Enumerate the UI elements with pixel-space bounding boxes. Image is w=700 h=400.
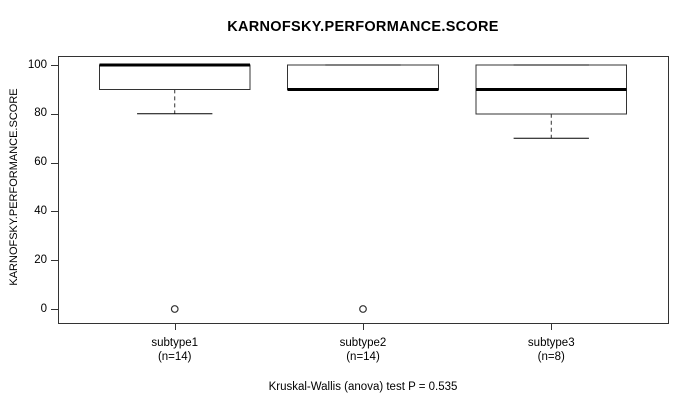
- outlier-point: [359, 305, 367, 313]
- x-group-label: subtype2 (n=14): [293, 336, 433, 364]
- iqr-box: [287, 64, 439, 90]
- group-name: subtype3: [527, 337, 575, 349]
- x-group-label: subtype1 (n=14): [105, 336, 245, 364]
- group-n: (n=8): [537, 351, 565, 363]
- group-name: subtype2: [339, 337, 387, 349]
- iqr-box: [98, 64, 251, 90]
- chart-title: KARNOFSKY.PERFORMANCE.SCORE: [227, 19, 499, 35]
- group-name: subtype1: [151, 337, 199, 349]
- y-tick-label: 0: [40, 302, 47, 315]
- y-tick-label: 100: [27, 58, 47, 71]
- outlier-point: [170, 305, 179, 313]
- stat-test-caption: Kruskal-Wallis (anova) test P = 0.535: [268, 381, 458, 393]
- y-tick-label: 40: [34, 204, 47, 217]
- x-group-label: subtype3 (n=8): [481, 336, 621, 364]
- y-tick-label: 80: [34, 107, 47, 120]
- group-n: (n=14): [346, 351, 380, 363]
- y-tick-label: 60: [34, 156, 47, 169]
- y-tick-label: 20: [34, 253, 47, 266]
- group-n: (n=14): [157, 351, 192, 363]
